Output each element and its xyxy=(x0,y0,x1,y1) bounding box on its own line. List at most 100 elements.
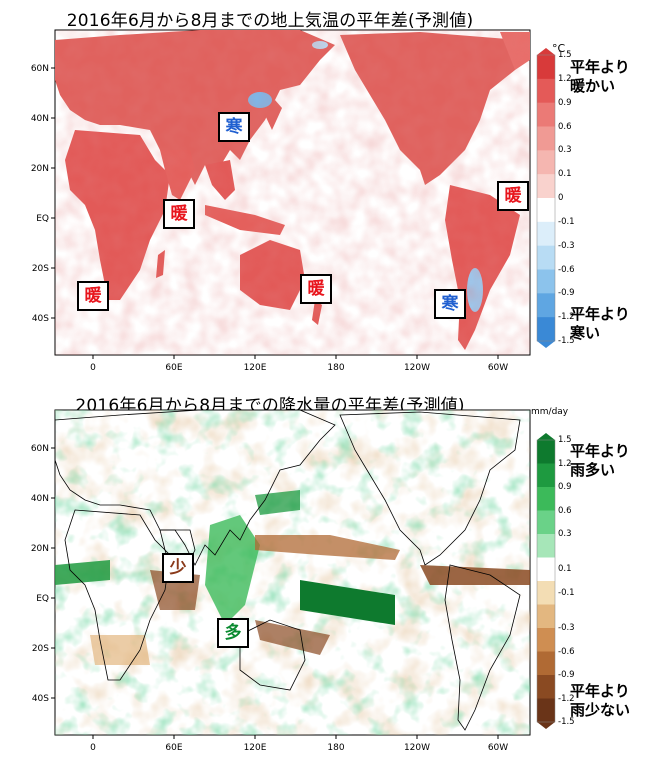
colorbar-segment xyxy=(537,174,555,199)
colorbar-tick-label: -0.6 xyxy=(558,264,575,275)
colorbar-tick-label: 0.3 xyxy=(558,529,572,539)
colorbar-segment xyxy=(537,150,555,175)
colorbar-segment xyxy=(537,269,555,294)
colorbar-tick-label: 1.2 xyxy=(558,458,572,469)
colorbar-outline xyxy=(536,439,556,723)
colorbar-tick-label: 1.5 xyxy=(558,50,572,60)
precipitation-colorbar xyxy=(536,433,556,729)
temperature-legend-cold: 平年より 寒い xyxy=(570,305,630,342)
colorbar-tick-label: 1.5 xyxy=(558,435,572,445)
colorbar-segment xyxy=(537,698,555,723)
lat-tick-label: EQ xyxy=(36,214,49,224)
lat-tick-label: 40S xyxy=(32,314,49,324)
colorbar-segment xyxy=(537,675,555,699)
colorbar-segment xyxy=(537,55,555,80)
colorbar-tick-label: -0.3 xyxy=(558,240,575,251)
annotation-wet-indian-ocean: 多 xyxy=(217,618,249,648)
colorbar-segment xyxy=(537,440,555,464)
colorbar-tick-label: -0.6 xyxy=(558,646,575,657)
lon-tick-label: 0 xyxy=(90,363,96,373)
lon-tick-label: 120W xyxy=(404,743,430,753)
colorbar-segment xyxy=(537,487,555,511)
lat-tick-label: 40S xyxy=(32,694,49,704)
colorbar-segment xyxy=(537,651,555,676)
lat-tick-label: 40N xyxy=(31,494,49,504)
lat-tick-label: 20N xyxy=(31,164,49,174)
colorbar-tick-label: -1.2 xyxy=(558,693,575,704)
lon-tick-label: 60E xyxy=(165,743,182,753)
colorbar-outline xyxy=(536,54,556,342)
colorbar-segment xyxy=(537,628,555,652)
colorbar-segment xyxy=(537,126,555,151)
colorbar-tick-label: 0.6 xyxy=(558,121,572,132)
lon-tick-label: 60W xyxy=(488,743,508,753)
colorbar-segment xyxy=(537,293,555,318)
precipitation-axes: 60N 40N 20N EQ 20S 40S 0 60E 120E 180 120W 60W xyxy=(31,444,508,753)
lat-tick-label: 60N xyxy=(31,64,49,74)
annotation-warm-south-africa: 暖 xyxy=(77,281,109,311)
colorbar-tick-label: 0 xyxy=(558,193,564,203)
colorbar-bottom-arrow xyxy=(537,722,555,729)
precipitation-unit: mm/day xyxy=(531,407,569,417)
colorbar-segment xyxy=(537,245,555,270)
annotation-cold-south-america: 寒 xyxy=(434,289,466,319)
colorbar-top-arrow xyxy=(537,48,555,55)
colorbar-segment xyxy=(537,198,555,223)
colorbar-tick-label: -0.9 xyxy=(558,288,575,299)
lat-tick-label: 40N xyxy=(31,114,49,124)
colorbar-segment xyxy=(537,463,555,488)
colorbar-tick-label: 0.6 xyxy=(558,505,572,516)
colorbar-segment xyxy=(537,102,555,127)
annotation-warm-australia-east: 暖 xyxy=(300,274,332,304)
lon-tick-label: 180 xyxy=(327,363,344,373)
colorbar-tick-label: -0.1 xyxy=(558,587,575,598)
colorbar-tick-label: -0.9 xyxy=(558,670,575,680)
lon-tick-label: 180 xyxy=(327,743,344,753)
colorbar-segment xyxy=(537,510,555,535)
lat-tick-label: 20S xyxy=(32,644,49,654)
colorbar-tick-label: 0.1 xyxy=(558,169,572,180)
lat-tick-label: EQ xyxy=(36,594,49,604)
colorbar-tick-label: 0.9 xyxy=(558,482,572,492)
colorbar-segment xyxy=(537,534,555,558)
lon-tick-label: 0 xyxy=(90,743,96,753)
precipitation-panel: 2016年6月から8月までの降水量の平年差(予測値) xyxy=(0,385,650,779)
colorbar-tick-label: -0.3 xyxy=(558,623,575,633)
colorbar-segment xyxy=(537,221,555,247)
colorbar-tick-label: 0.9 xyxy=(558,97,572,108)
temperature-axes: 60N 40N 20N EQ 20S 40S 0 60E 120E 180 120W 60W xyxy=(31,64,508,373)
temperature-legend-warm: 平年より 暖かい xyxy=(570,58,630,95)
precipitation-coastlines xyxy=(55,410,521,731)
lat-tick-label: 20S xyxy=(32,264,49,274)
precipitation-field xyxy=(55,410,530,735)
annotation-warm-brazil: 暖 xyxy=(497,181,529,211)
lon-tick-label: 120E xyxy=(244,363,267,373)
annotation-dry-indian-ocean: 少 xyxy=(162,553,194,583)
lon-tick-label: 60W xyxy=(488,363,508,373)
colorbar-segment xyxy=(537,78,555,104)
colorbar-tick-label: -1.5 xyxy=(558,336,575,346)
lon-tick-label: 60E xyxy=(165,363,182,373)
temperature-unit: °C xyxy=(552,42,566,55)
precipitation-legend-dry: 平年より 雨少ない xyxy=(570,682,631,719)
colorbar-segment xyxy=(537,604,555,629)
temperature-colorbar xyxy=(536,48,556,348)
colorbar-segment xyxy=(537,557,555,582)
lon-tick-label: 120E xyxy=(244,743,267,753)
colorbar-bottom-arrow xyxy=(537,341,555,348)
colorbar-segment xyxy=(537,581,555,605)
temperature-panel: 2016年6月から8月までの地上気温の平年差(予測値) xyxy=(0,0,650,385)
precipitation-map: 60N 40N 20N EQ 20S 40S 0 60E 120E 180 120W 60W xyxy=(31,409,531,753)
colorbar-top-arrow xyxy=(537,433,555,440)
colorbar-tick-label: -0.1 xyxy=(558,216,575,227)
temperature-land xyxy=(55,30,530,355)
colorbar-tick-label: 0.3 xyxy=(558,145,572,156)
lon-tick-label: 120W xyxy=(404,363,430,373)
colorbar-segment xyxy=(537,317,555,342)
colorbar-tick-label: 1.2 xyxy=(558,73,572,84)
lat-tick-label: 20N xyxy=(31,544,49,554)
precipitation-legend-wet: 平年より 雨多い xyxy=(570,442,630,479)
annotation-warm-indian-ocean: 暖 xyxy=(163,199,195,229)
lat-tick-label: 60N xyxy=(31,444,49,454)
colorbar-tick-label: -1.5 xyxy=(558,717,575,727)
